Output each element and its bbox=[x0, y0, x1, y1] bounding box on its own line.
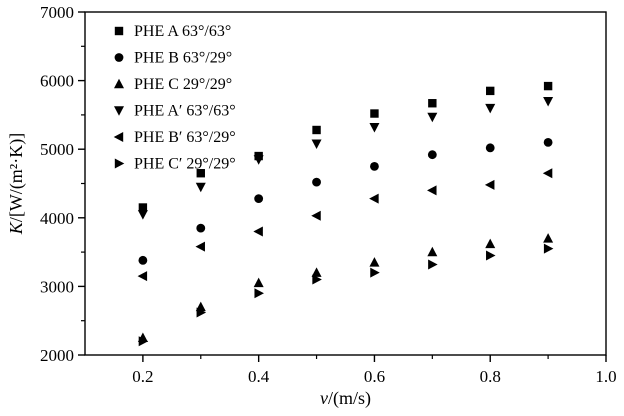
series-triangle-up bbox=[137, 233, 554, 343]
legend-item: PHE A 63°/63° bbox=[114, 23, 231, 40]
data-point-triangle-down-icon bbox=[137, 210, 148, 220]
data-point-triangle-right-icon bbox=[312, 274, 322, 285]
data-point-triangle-right-icon bbox=[254, 288, 264, 299]
x-axis-tick-label: 0.8 bbox=[480, 367, 501, 386]
y-axis-title: K/[W/(m²·K)] bbox=[6, 133, 27, 235]
y-axis-tick-label: 6000 bbox=[40, 72, 74, 91]
data-point-square-icon bbox=[543, 81, 553, 91]
data-point-triangle-down-icon bbox=[427, 112, 438, 123]
data-point-triangle-right-icon bbox=[370, 267, 380, 278]
data-point-triangle-left-icon bbox=[542, 168, 553, 179]
data-point-circle-icon bbox=[370, 161, 379, 171]
legend-marker-triangle-down-icon bbox=[114, 106, 124, 116]
legend-item: PHE B′ 63°/29° bbox=[113, 129, 236, 146]
series-triangle-right bbox=[138, 243, 554, 347]
y-axis-tick-label: 5000 bbox=[40, 140, 74, 159]
data-point-triangle-left-icon bbox=[369, 193, 379, 204]
data-point-square-icon bbox=[312, 125, 321, 135]
legend-label: PHE C′ 29°/29° bbox=[134, 156, 236, 173]
legend-item: PHE C′ 29°/29° bbox=[114, 156, 236, 173]
data-point-triangle-down-icon bbox=[253, 155, 264, 165]
legend-marker-triangle-up-icon bbox=[114, 78, 124, 89]
data-point-triangle-left-icon bbox=[195, 241, 205, 252]
y-axis-tick-label: 4000 bbox=[40, 209, 74, 228]
series-triangle-left bbox=[137, 168, 553, 282]
x-axis-tick-label: 1.0 bbox=[595, 367, 616, 386]
data-point-circle-icon bbox=[254, 194, 264, 203]
data-point-square-icon bbox=[428, 99, 437, 108]
y-axis-tick-label: 7000 bbox=[40, 3, 74, 22]
data-point-triangle-up-icon bbox=[543, 233, 554, 243]
data-point-triangle-right-icon bbox=[486, 250, 496, 261]
y-axis-tick-label: 3000 bbox=[40, 277, 74, 296]
data-point-circle-icon bbox=[312, 177, 321, 187]
data-point-square-icon bbox=[138, 203, 148, 212]
data-point-triangle-right-icon bbox=[138, 336, 149, 347]
legend-label: PHE A 63°/63° bbox=[134, 23, 231, 40]
data-point-triangle-up-icon bbox=[253, 277, 264, 288]
legend-item: PHE B 63°/29° bbox=[114, 50, 232, 67]
data-point-circle-icon bbox=[543, 137, 553, 147]
legend-marker-square-icon bbox=[114, 26, 124, 36]
x-axis-title: v/(m/s) bbox=[320, 388, 371, 409]
legend-label: PHE B 63°/29° bbox=[134, 50, 232, 67]
data-point-triangle-down-icon bbox=[485, 103, 496, 114]
legend-item: PHE A′ 63°/63° bbox=[114, 103, 236, 120]
data-point-square-icon bbox=[370, 109, 379, 118]
data-point-triangle-right-icon bbox=[196, 307, 207, 318]
data-point-circle-icon bbox=[138, 255, 148, 265]
data-point-triangle-right-icon bbox=[428, 259, 438, 270]
legend-label: PHE B′ 63°/29° bbox=[134, 129, 236, 146]
legend-marker-triangle-left-icon bbox=[113, 132, 124, 142]
legend-label: PHE A′ 63°/63° bbox=[134, 103, 236, 120]
data-point-circle-icon bbox=[196, 223, 206, 233]
data-point-triangle-left-icon bbox=[137, 271, 148, 282]
legend-label: PHE C 29°/29° bbox=[134, 76, 232, 93]
data-point-triangle-down-icon bbox=[195, 182, 206, 193]
x-axis-tick-label: 0.4 bbox=[248, 367, 270, 386]
data-point-triangle-left-icon bbox=[253, 226, 263, 237]
data-point-square-icon bbox=[486, 86, 495, 96]
data-point-triangle-up-icon bbox=[369, 257, 380, 267]
y-axis-tick-label: 2000 bbox=[40, 346, 74, 365]
series-circle bbox=[138, 137, 553, 265]
data-point-triangle-left-icon bbox=[484, 179, 495, 190]
x-axis-tick-label: 0.2 bbox=[132, 367, 153, 386]
data-point-triangle-left-icon bbox=[311, 210, 321, 221]
x-axis-tick-label: 0.6 bbox=[364, 367, 385, 386]
series-triangle-down bbox=[137, 96, 554, 220]
legend-item: PHE C 29°/29° bbox=[114, 76, 232, 93]
legend-marker-circle-icon bbox=[114, 53, 124, 62]
data-point-triangle-left-icon bbox=[427, 185, 437, 196]
data-point-square-icon bbox=[196, 169, 205, 178]
data-point-triangle-down-icon bbox=[543, 96, 554, 107]
data-point-triangle-right-icon bbox=[543, 243, 554, 254]
data-point-triangle-up-icon bbox=[311, 267, 322, 277]
data-point-triangle-up-icon bbox=[485, 238, 496, 249]
legend-marker-triangle-right-icon bbox=[114, 158, 125, 169]
data-point-circle-icon bbox=[427, 150, 437, 160]
data-point-circle-icon bbox=[485, 143, 495, 153]
data-point-triangle-down-icon bbox=[369, 123, 380, 133]
data-point-triangle-up-icon bbox=[427, 246, 438, 257]
legend: PHE A 63°/63° PHE B 63°/29° PHE C 29°/29° P… bbox=[113, 23, 236, 173]
data-point-triangle-down-icon bbox=[311, 139, 322, 150]
